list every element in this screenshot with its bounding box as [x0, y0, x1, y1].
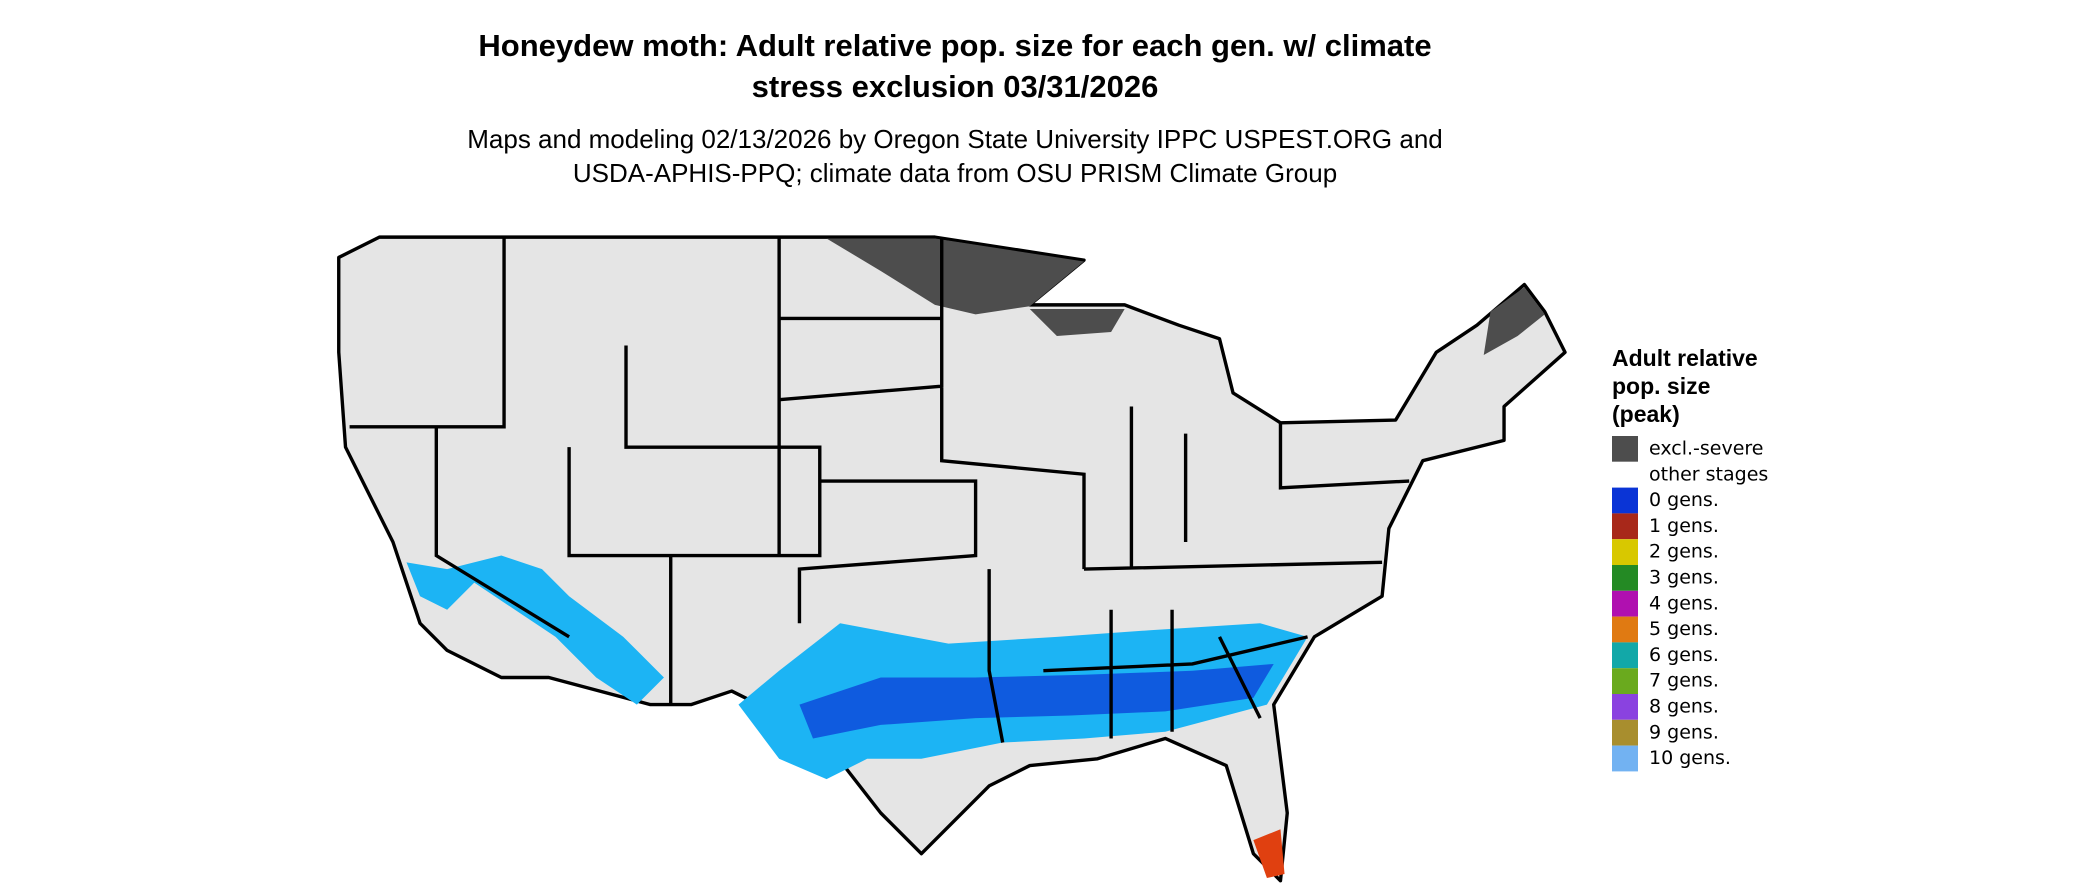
legend-label: 5 gens. — [1649, 618, 1719, 640]
legend-swatch — [1612, 461, 1638, 488]
state-lines — [349, 237, 1410, 743]
title: Honeydew moth: Adult relative pop. size … — [478, 28, 1431, 63]
subtitle: Maps and modeling 02/13/2026 by Oregon S… — [467, 124, 1443, 154]
legend-label: 2 gens. — [1649, 541, 1719, 563]
legend-title: pop. size — [1612, 373, 1710, 399]
subtitle: USDA-APHIS-PPQ; climate data from OSU PR… — [573, 158, 1337, 188]
legend-swatch — [1612, 539, 1638, 565]
legend-swatch — [1612, 616, 1638, 643]
legend-label: excl.-severe — [1649, 438, 1764, 460]
legend-title: (peak) — [1612, 401, 1680, 427]
map — [337, 235, 1567, 883]
title: stress exclusion 03/31/2026 — [752, 69, 1159, 104]
legend-swatch — [1612, 642, 1638, 669]
legend-title: Adult relative — [1612, 345, 1758, 371]
excluded-area — [826, 238, 1545, 356]
legend-swatch — [1612, 565, 1638, 591]
gen-area-dark — [799, 663, 1274, 739]
legend-label: other stages — [1649, 463, 1768, 485]
legend-label: 4 gens. — [1649, 592, 1719, 614]
gen-area-red — [1253, 829, 1285, 879]
legend-swatch — [1612, 719, 1638, 746]
legend-swatch — [1612, 745, 1638, 772]
legend-swatch — [1612, 694, 1638, 720]
legend-label: 7 gens. — [1649, 670, 1719, 692]
legend-swatch — [1612, 590, 1638, 617]
legend-label: 8 gens. — [1649, 696, 1719, 718]
legend-swatch — [1612, 487, 1638, 514]
legend-label: 9 gens. — [1649, 721, 1719, 743]
legend-label: 10 gens. — [1649, 747, 1731, 769]
legend-swatch — [1612, 513, 1638, 540]
legend-swatch — [1612, 668, 1638, 694]
legend-swatch — [1612, 436, 1638, 462]
legend-label: 6 gens. — [1649, 644, 1719, 666]
legend-label: 3 gens. — [1649, 567, 1719, 589]
gen-area-light — [406, 555, 1308, 780]
legend-label: 0 gens. — [1649, 489, 1719, 511]
legend-label: 1 gens. — [1649, 515, 1719, 537]
